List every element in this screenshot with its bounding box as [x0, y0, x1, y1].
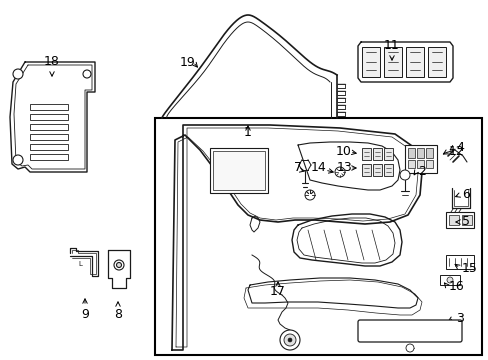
Circle shape: [13, 69, 23, 79]
Circle shape: [305, 190, 314, 200]
Text: 7: 7: [293, 162, 302, 175]
Text: 12: 12: [448, 145, 464, 158]
Text: 3: 3: [455, 311, 463, 324]
Bar: [383, 47, 401, 77]
Text: 8: 8: [114, 308, 122, 321]
Bar: [404, 145, 436, 173]
Bar: [448, 215, 458, 225]
Text: 1: 1: [244, 126, 251, 139]
Text: L: L: [78, 261, 82, 267]
Bar: [30, 104, 68, 110]
Bar: [30, 144, 68, 150]
Bar: [372, 148, 381, 160]
Circle shape: [13, 155, 23, 165]
Circle shape: [446, 277, 452, 283]
Bar: [361, 47, 379, 77]
Text: 18: 18: [44, 55, 60, 68]
Circle shape: [334, 167, 345, 177]
Bar: [372, 164, 381, 176]
Bar: [361, 164, 370, 176]
Circle shape: [405, 344, 413, 352]
Bar: [361, 148, 370, 160]
Circle shape: [83, 70, 91, 78]
Circle shape: [284, 334, 295, 346]
Bar: [155, 118, 481, 355]
Circle shape: [399, 170, 409, 180]
Bar: [383, 148, 392, 160]
Bar: [209, 148, 267, 193]
Text: 2: 2: [417, 166, 425, 179]
Bar: [425, 160, 432, 168]
Bar: [30, 114, 68, 120]
Circle shape: [114, 260, 124, 270]
Bar: [30, 124, 68, 130]
Bar: [427, 47, 445, 77]
Bar: [445, 212, 473, 228]
Bar: [425, 148, 432, 158]
FancyBboxPatch shape: [357, 320, 461, 342]
Bar: [445, 255, 473, 269]
Bar: [336, 105, 345, 109]
Bar: [416, 160, 423, 168]
Text: 11: 11: [384, 39, 399, 52]
Bar: [336, 112, 345, 116]
Bar: [405, 47, 423, 77]
Bar: [336, 98, 345, 102]
Bar: [407, 148, 414, 158]
Bar: [30, 154, 68, 160]
Text: 4: 4: [455, 141, 463, 154]
Text: 10: 10: [335, 145, 351, 158]
Bar: [383, 164, 392, 176]
Text: 19: 19: [179, 55, 195, 68]
Circle shape: [116, 262, 121, 267]
Bar: [439, 275, 459, 285]
Bar: [213, 151, 264, 190]
Text: 5: 5: [461, 216, 469, 229]
Text: 14: 14: [309, 162, 325, 175]
Bar: [336, 91, 345, 95]
Text: 13: 13: [336, 162, 351, 175]
Bar: [336, 84, 345, 88]
Text: 15: 15: [461, 261, 477, 274]
Text: 6: 6: [461, 189, 469, 202]
Circle shape: [280, 330, 299, 350]
Bar: [416, 148, 423, 158]
Circle shape: [287, 338, 291, 342]
Bar: [461, 215, 471, 225]
Bar: [30, 134, 68, 140]
Text: 17: 17: [269, 285, 285, 298]
Text: 9: 9: [81, 308, 89, 321]
Bar: [407, 160, 414, 168]
Text: 16: 16: [448, 279, 464, 292]
